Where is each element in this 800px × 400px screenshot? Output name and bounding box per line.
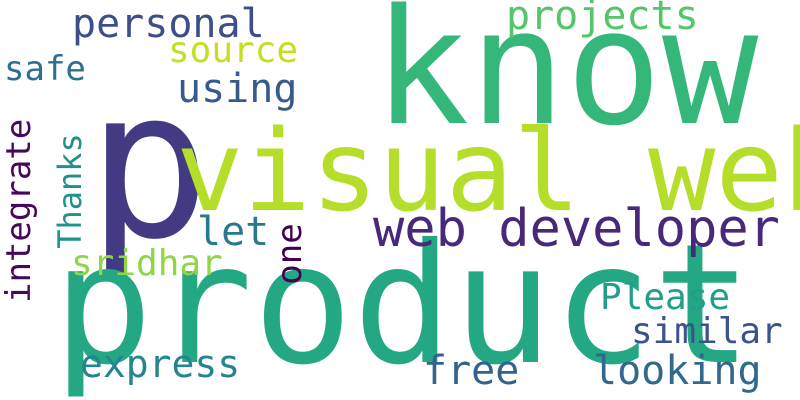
word-looking: looking [593, 348, 762, 394]
word-let: let [197, 209, 270, 255]
word-source: source [168, 30, 299, 71]
word-web-developer: web developer [373, 199, 780, 259]
word-please: Please [600, 277, 731, 318]
word-express: express [80, 342, 241, 386]
word-safe: safe [4, 49, 86, 89]
word-know: know [373, 0, 759, 161]
word-visual-web: visual web [176, 107, 800, 237]
word-product: product [53, 209, 753, 400]
word-integrate: integrate [0, 118, 39, 303]
word-one: one [270, 223, 310, 285]
word-sridhar: sridhar [71, 243, 223, 284]
word-personal: personal [72, 1, 265, 47]
word-p: p [87, 45, 212, 285]
word-projects: projects [506, 0, 699, 39]
word-using: using [177, 66, 298, 112]
word-free: free [423, 348, 520, 394]
word-similar: similar [631, 311, 783, 352]
